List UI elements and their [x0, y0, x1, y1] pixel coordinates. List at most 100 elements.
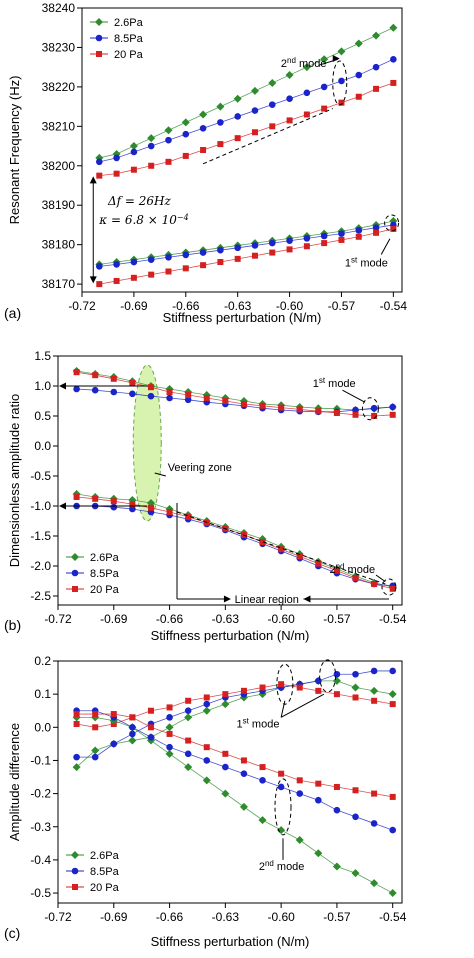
y-tick-label: 38240	[42, 1, 76, 15]
y-axis-label: Amplitude difference	[7, 723, 22, 841]
data-point	[355, 93, 362, 100]
mode-2-ellipse	[381, 578, 397, 596]
data-point	[389, 667, 397, 675]
data-point	[269, 249, 276, 256]
x-tick-label: -0.66	[156, 910, 184, 924]
data-point	[184, 713, 193, 722]
data-point	[286, 95, 293, 103]
y-tick-label: 38210	[42, 119, 76, 133]
data-point	[315, 560, 322, 567]
y-axis-label: Dimensionless amplitude ratio	[7, 394, 22, 567]
legend-label: 2.6Pa	[90, 850, 120, 862]
y-tick-label: 0.0	[34, 720, 51, 734]
data-point	[315, 780, 322, 787]
data-point	[390, 55, 397, 63]
x-tick-label: -0.69	[100, 910, 128, 924]
data-point	[165, 253, 172, 261]
plot-frame	[81, 7, 403, 293]
series-line	[76, 371, 393, 417]
data-point	[351, 683, 360, 692]
data-point	[268, 239, 276, 247]
data-point	[259, 777, 266, 784]
data-point	[278, 770, 285, 777]
y-tick-label: -2.0	[30, 559, 51, 573]
data-point	[184, 396, 192, 404]
data-point	[372, 224, 380, 232]
data-point	[185, 513, 192, 520]
data-point	[91, 746, 100, 755]
data-point	[147, 256, 155, 263]
veering-zone-label: Veering zone	[168, 462, 232, 474]
legend-label: 8.5Pa	[90, 866, 120, 878]
mode-1-label: 1st mode	[313, 376, 356, 391]
data-point	[147, 724, 154, 731]
data-point	[285, 71, 294, 80]
data-point	[390, 225, 397, 232]
data-point	[352, 411, 359, 418]
data-point	[370, 667, 378, 675]
data-point	[202, 706, 211, 715]
data-point	[166, 389, 173, 395]
legend-marker	[96, 51, 102, 57]
data-point	[113, 170, 120, 177]
mode-2-ellipse	[332, 60, 348, 106]
data-point	[222, 763, 229, 771]
mode-1-label: 1st mode	[345, 255, 388, 270]
mode-1-arrow-b	[280, 693, 325, 718]
data-point	[259, 539, 266, 545]
y-tick-label: 38220	[42, 80, 76, 94]
data-point	[147, 504, 154, 511]
data-point	[296, 790, 304, 797]
x-tick-label: -0.63	[224, 299, 252, 313]
data-point	[203, 694, 210, 701]
data-point	[110, 388, 118, 396]
data-point	[371, 697, 378, 704]
data-point	[278, 404, 285, 411]
data-point	[166, 730, 173, 737]
mode-1-arrow	[342, 389, 366, 403]
data-point	[321, 240, 328, 247]
data-point	[333, 806, 341, 814]
data-point	[373, 85, 380, 92]
data-point	[199, 110, 208, 119]
data-point	[295, 836, 304, 845]
y-tick-label: -1.5	[30, 529, 51, 543]
data-point	[314, 849, 323, 858]
data-point	[354, 39, 363, 48]
data-point	[148, 271, 155, 278]
x-tick-label: -0.57	[323, 612, 351, 626]
data-point	[184, 750, 192, 758]
data-point	[130, 166, 137, 173]
data-point	[352, 813, 359, 821]
series-line	[76, 496, 393, 590]
data-point	[182, 251, 190, 259]
x-tick-label: -0.54	[379, 910, 407, 924]
data-point	[221, 700, 230, 709]
data-point	[165, 749, 174, 758]
data-point	[251, 129, 258, 136]
data-point	[96, 281, 103, 288]
panel-b: -0.72 -0.69 -0.66 -0.63 -0.60 -0.57 -0.54 -2.5 -…	[4, 349, 407, 643]
data-point	[351, 869, 360, 878]
data-point	[240, 401, 247, 407]
data-point	[277, 783, 285, 791]
data-point	[278, 681, 285, 688]
legend-marker	[71, 553, 79, 561]
plot-frame	[57, 660, 403, 904]
data-point	[199, 249, 207, 256]
legend-marker	[95, 34, 103, 42]
linear-arrow-right-head	[303, 595, 311, 603]
data-point	[333, 567, 340, 574]
data-point	[110, 740, 118, 748]
data-point	[372, 63, 380, 71]
veering-pointer	[154, 472, 166, 477]
data-point	[389, 411, 396, 418]
data-point	[320, 232, 328, 240]
data-point	[303, 111, 310, 118]
series-line	[99, 27, 394, 159]
data-point	[286, 246, 293, 253]
data-point	[147, 733, 155, 741]
data-point	[128, 736, 137, 745]
data-point	[147, 384, 154, 391]
